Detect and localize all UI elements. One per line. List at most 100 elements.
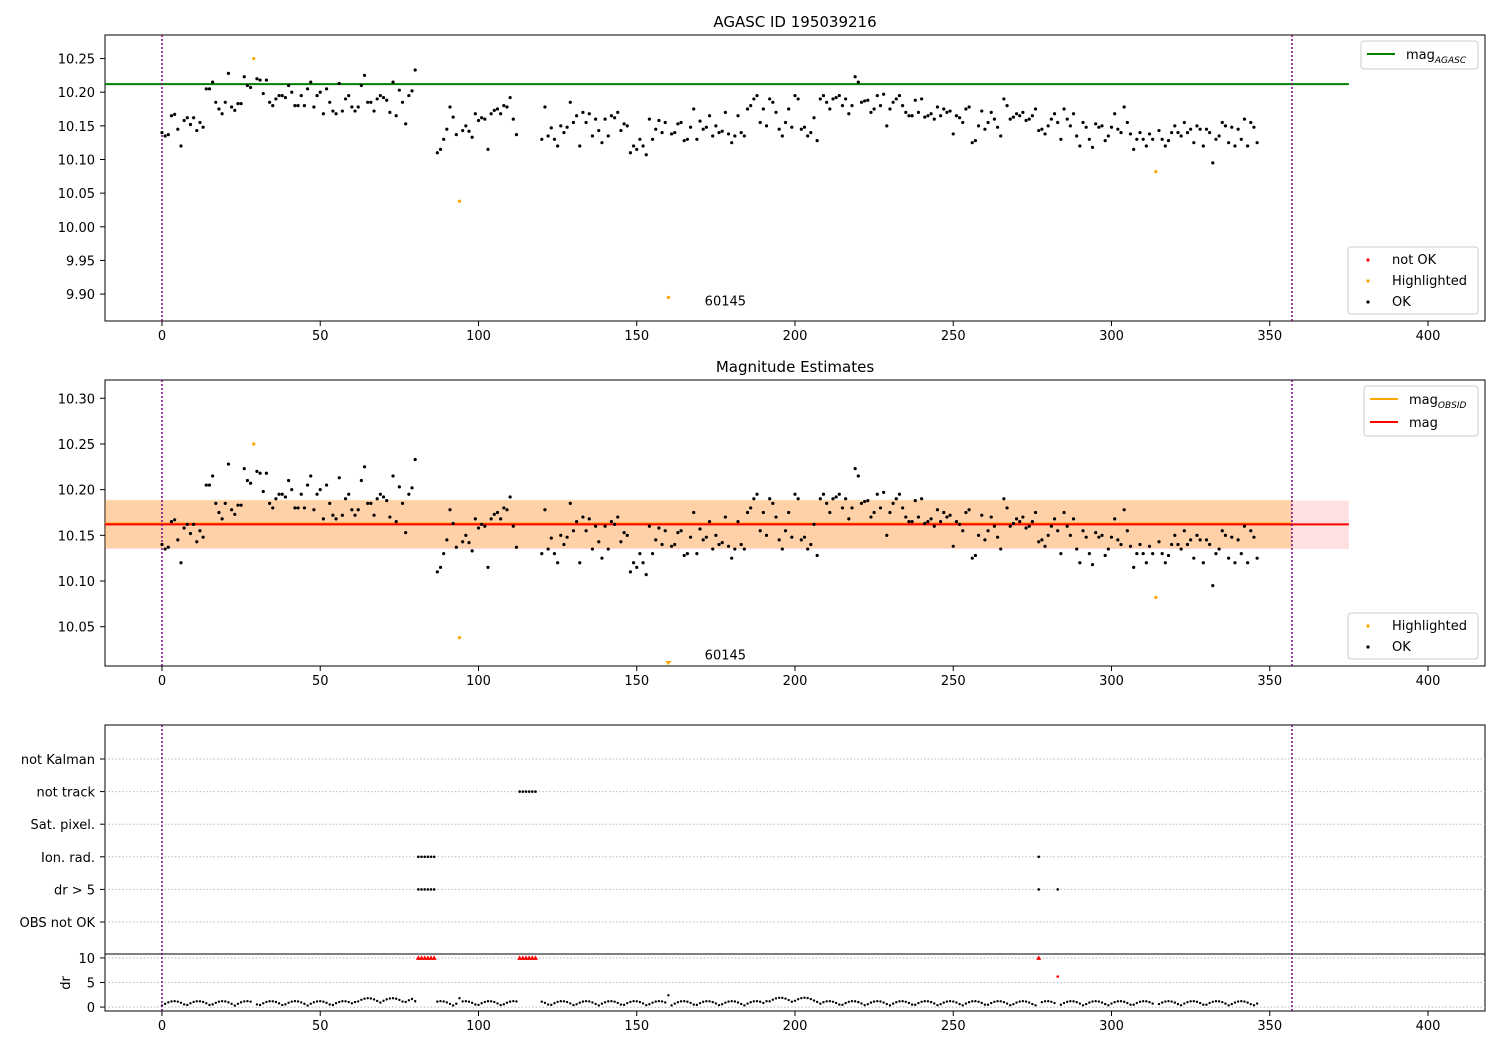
ok-point: [590, 547, 595, 551]
ok-point: [723, 515, 727, 519]
flag-point: [534, 790, 537, 793]
panel-estimates-legend-bottom: Highlighted OK: [1347, 612, 1479, 660]
ok-point: [1037, 128, 1041, 133]
ok-point: [1033, 107, 1038, 111]
ok-point: [1182, 529, 1186, 533]
ok-point: [945, 110, 949, 114]
ok-point: [698, 527, 702, 531]
ok-point: [483, 117, 487, 121]
dr-point: [1230, 1002, 1233, 1006]
ok-point: [644, 153, 648, 157]
dr-point: [1075, 1000, 1078, 1004]
ok-point: [783, 529, 788, 533]
dr-point: [632, 1000, 635, 1003]
dr-point: [974, 1000, 977, 1003]
dr-point: [1050, 1000, 1053, 1004]
legend-highlighted-label: Highlighted: [1392, 274, 1467, 289]
ok-point: [179, 144, 183, 148]
ok-point: [1249, 120, 1253, 125]
dr-point: [1031, 1002, 1034, 1006]
dr-point: [977, 1000, 980, 1003]
panel-agasc: AGASC ID 195039216 0 50 100 150 200 250 300 350…: [58, 13, 1486, 344]
ok-point: [847, 517, 851, 521]
ok-point: [258, 471, 262, 475]
ok-point: [169, 520, 174, 524]
ok-point: [1103, 139, 1107, 143]
ok-point: [749, 506, 753, 510]
ok-point: [230, 105, 234, 109]
ok-point: [575, 520, 579, 524]
dr-point: [1249, 1002, 1252, 1006]
ok-point: [1024, 526, 1028, 530]
ok-point: [508, 495, 512, 499]
flag-point: [420, 888, 423, 891]
ok-point: [397, 88, 401, 92]
ok-point: [847, 112, 851, 116]
dr-point: [455, 1002, 458, 1005]
ok-point: [1163, 144, 1167, 148]
ok-point: [267, 501, 272, 505]
dr-point: [610, 999, 613, 1003]
panel-estimates-lines: [105, 380, 1349, 666]
ok-point: [1024, 118, 1028, 123]
dr-point: [891, 1002, 895, 1005]
ok-point: [195, 128, 199, 133]
dr-point: [1100, 1001, 1104, 1004]
dr-point: [293, 999, 297, 1003]
dr-point: [777, 996, 781, 999]
ok-point: [230, 508, 234, 512]
ok-point: [201, 535, 205, 539]
panel-estimates-axes: 0 50 100 150 200 250 300 350 400 10.05 10.10 10.15 1…: [58, 392, 1441, 689]
dr-point: [660, 1000, 664, 1003]
dr-point: [1043, 1000, 1047, 1003]
dr-point: [372, 998, 376, 1001]
ok-point: [331, 513, 335, 517]
ok-point: [863, 99, 867, 103]
panel-agasc-legend-bottom: not OK Highlighted OK: [1347, 246, 1479, 315]
ok-point: [204, 483, 208, 487]
ok-point: [1005, 104, 1009, 108]
ok-point: [707, 520, 712, 524]
ok-point: [312, 508, 316, 512]
dr-notok-point: [1056, 975, 1060, 978]
ok-point: [1087, 137, 1091, 141]
ok-point: [850, 506, 854, 510]
ok-point: [277, 492, 281, 496]
dr-point: [670, 1004, 673, 1007]
dr-point: [464, 999, 468, 1003]
ok-point: [176, 127, 180, 131]
dr-point: [847, 1000, 851, 1004]
ok-point: [818, 97, 822, 101]
ok-point: [321, 112, 325, 116]
ok-point: [1173, 124, 1177, 128]
ok-point: [435, 570, 439, 574]
dr-point: [626, 1001, 629, 1005]
ok-point: [692, 510, 696, 515]
ok-point: [641, 561, 645, 565]
dr-point: [1091, 1000, 1094, 1003]
ok-point: [938, 114, 943, 118]
dr-point: [850, 1000, 854, 1003]
ok-point: [742, 547, 746, 551]
ok-point: [885, 124, 889, 128]
dr-point: [1148, 1000, 1151, 1004]
ok-point: [685, 137, 689, 141]
ok-point: [362, 73, 367, 77]
ok-point: [901, 506, 905, 510]
dr-point: [1066, 1000, 1069, 1004]
ok-point: [375, 97, 379, 101]
dr-point: [284, 1003, 287, 1006]
dr-point: [265, 1000, 268, 1004]
flag-point: [527, 790, 531, 793]
ok-point: [1195, 124, 1199, 128]
dr-point: [1173, 1001, 1177, 1004]
ok-point: [198, 120, 202, 125]
ok-point: [211, 474, 215, 478]
ok-point: [635, 565, 639, 569]
dr-point: [1224, 1002, 1227, 1005]
dr-point: [366, 997, 369, 1000]
dr-point: [705, 1000, 708, 1003]
ok-point: [1103, 553, 1107, 558]
dr-point: [1078, 1002, 1082, 1005]
ok-point: [1185, 542, 1190, 547]
